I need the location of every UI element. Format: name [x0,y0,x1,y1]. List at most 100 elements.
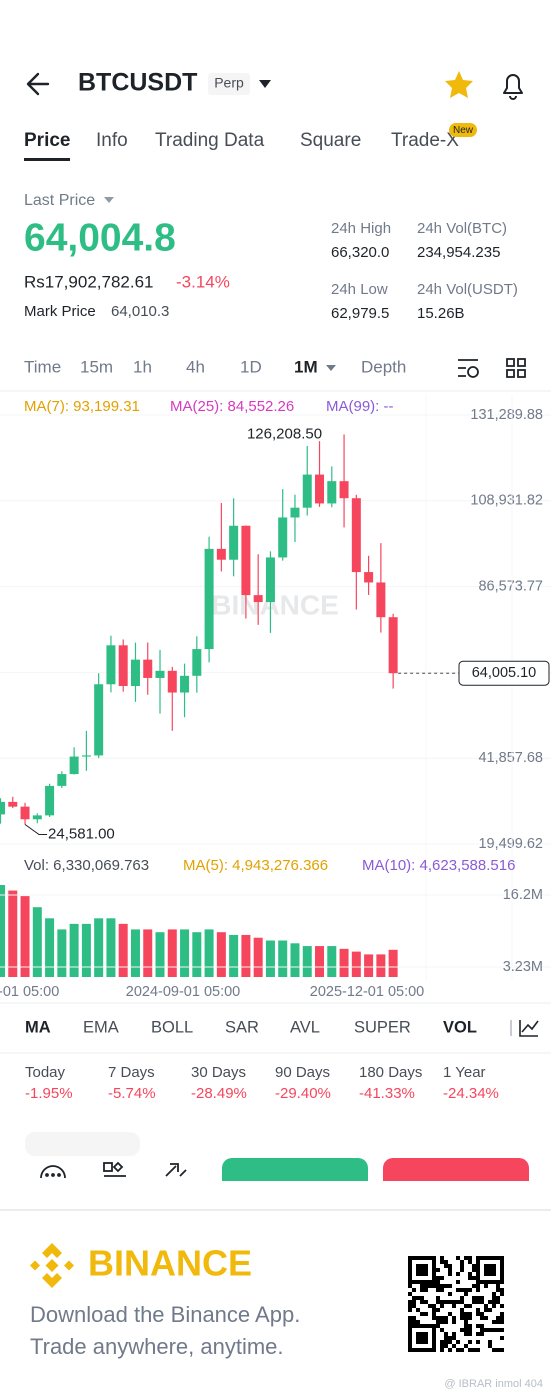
watermark-credit: @ IBRAR inmol 404 [444,1378,543,1390]
candle-body [315,474,325,504]
qr-cell [452,1304,456,1308]
back-button[interactable] [26,72,50,96]
qr-cell [436,1296,440,1300]
tab[interactable]: Trading Data [155,130,265,151]
indicator[interactable]: MA [25,1018,51,1036]
stat-value: 62,979.5 [331,305,389,322]
qr-cell [488,1300,492,1304]
qr-cell [408,1320,412,1324]
qr-cell [456,1348,460,1352]
qr-cell [420,1312,424,1316]
qr-cell [440,1284,444,1288]
qr-cell [460,1316,464,1320]
qr-cell [476,1296,480,1300]
qr-cell [468,1316,472,1320]
indicator[interactable]: BOLL [151,1018,193,1036]
date-label: 2025-12-01 05:00 [310,984,425,1000]
change: -3.14% [176,272,230,291]
qr-cell [492,1348,496,1352]
qr-cell [444,1284,448,1288]
interval[interactable]: 15m [80,357,113,376]
qr-cell [408,1300,412,1304]
candle-body [290,507,300,518]
candle-body [278,517,288,558]
qr-cell [500,1348,504,1352]
qr-cell [412,1288,416,1292]
high-label: 126,208.50 [247,425,322,442]
volume-bar [216,932,226,977]
qr-cell [464,1316,468,1320]
qr-cell [444,1340,448,1344]
qr-cell [472,1296,476,1300]
volume-bar [106,918,116,977]
volume-bar [204,929,214,977]
qr-cell [456,1272,460,1276]
candle-body [351,498,361,573]
qr-cell [420,1284,424,1288]
qr-cell [440,1288,444,1292]
qr-cell [420,1296,424,1300]
qr-cell [500,1312,504,1316]
qr-finder [476,1256,504,1284]
layout-icon[interactable] [506,358,526,378]
qr-cell [452,1316,456,1320]
candle-body [388,617,398,674]
volume-bar [327,946,337,977]
qr-cell [408,1292,412,1296]
qr-cell [452,1344,456,1348]
stat-value: 66,320.0 [331,244,389,261]
qr-cell [424,1288,428,1292]
favorite-star[interactable] [445,71,473,98]
indicator[interactable]: SUPER [354,1018,411,1036]
indicator[interactable]: EMA [83,1018,119,1036]
tab[interactable]: Trade-X [391,130,459,151]
indicator-icon[interactable] [519,1020,539,1037]
symbol-dropdown[interactable] [259,80,271,88]
qr-cell [440,1276,444,1280]
tab-underline [24,158,70,161]
caret [326,365,336,371]
interval[interactable]: 4h [186,357,205,376]
candle-body [204,548,214,650]
qr-cell [468,1288,472,1292]
indicator[interactable]: AVL [290,1018,320,1036]
interval[interactable]: Depth [361,357,406,376]
qr-cell [492,1292,496,1296]
interval[interactable]: Time [24,357,61,376]
qr-cell [464,1312,468,1316]
bell-icon[interactable] [503,74,523,100]
indicator[interactable]: SAR [225,1018,259,1036]
qr-cell [496,1328,500,1332]
qr-cell [496,1320,500,1324]
qr-cell [464,1292,468,1296]
qr-cell [468,1340,472,1344]
mark-label: Mark Price [24,303,96,320]
qr-finder [408,1324,436,1352]
bottom-icons[interactable] [40,1161,187,1179]
interval[interactable]: 1M [294,357,318,376]
qr-cell [496,1300,500,1304]
candle-body [143,659,153,678]
qr-cell [472,1300,476,1304]
interval[interactable]: 1h [133,357,152,376]
qr-cell [424,1300,428,1304]
indicator[interactable]: VOL [443,1018,477,1036]
interval[interactable]: 1D [240,357,262,376]
qr-cell [448,1268,452,1272]
tab[interactable]: Info [96,130,128,151]
tab[interactable]: Square [300,130,361,151]
qr-cell [436,1268,440,1272]
volume-bar [81,923,91,977]
volume-bar [118,923,128,977]
chart-settings-icon[interactable] [458,359,479,378]
binance-logo [30,1243,74,1288]
qr-cell [468,1348,472,1352]
ma-legend: MA(25): 84,552.26 [170,398,294,415]
tab[interactable]: Price [24,130,70,151]
orderbook-tab[interactable] [25,1132,140,1156]
volume-bar [32,907,42,977]
qr-cell [444,1320,448,1324]
last-price-tag: 64,005.10 [472,665,537,681]
stat-value: 234,954.235 [417,244,500,261]
qr-finder [416,1332,428,1344]
